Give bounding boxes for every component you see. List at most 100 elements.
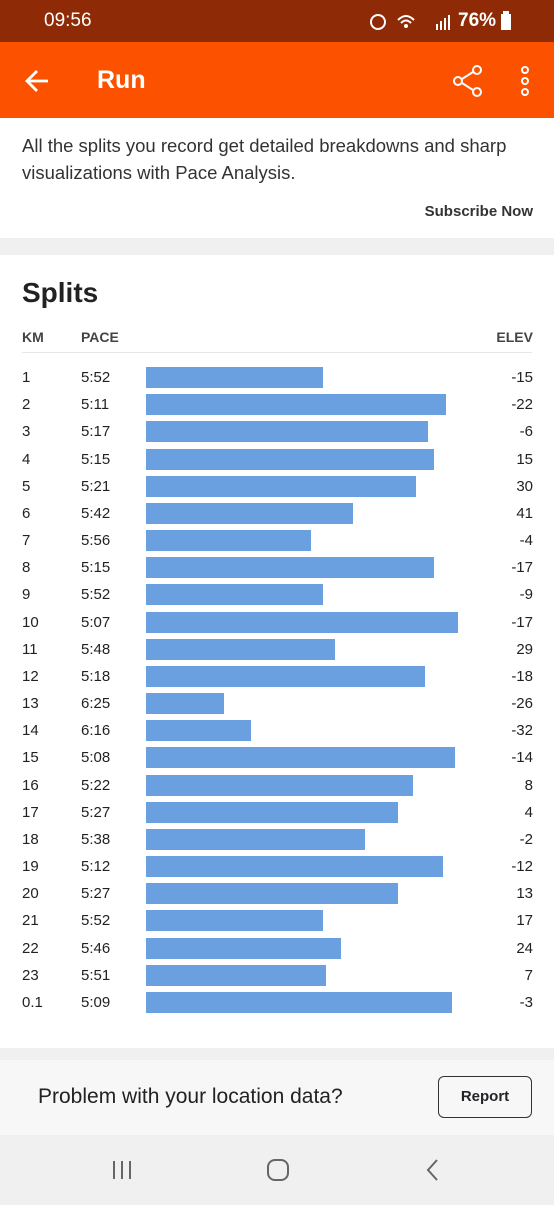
pace-cell: 5:21: [81, 477, 111, 495]
km-cell: 1: [22, 369, 31, 386]
pace-bar: [146, 991, 452, 1013]
app-bar: Run: [0, 42, 554, 118]
pace-bar: [146, 883, 398, 905]
pace-bar: [146, 665, 425, 687]
nav-icons: [113, 1159, 438, 1181]
footer: Problem with your location data? Report: [0, 1060, 554, 1135]
pace-bar: [146, 910, 323, 932]
app-title: Run: [97, 66, 146, 94]
pace-bar: [146, 747, 455, 769]
pace-cell: 5:12: [81, 858, 111, 876]
pace-bar: [146, 801, 398, 823]
km-cell: 19: [22, 858, 39, 876]
status-time: 09:56: [44, 10, 92, 31]
elev-cell: -26: [511, 695, 533, 713]
elev-cell: -18: [511, 667, 533, 685]
pace-cell: 5:48: [81, 640, 111, 658]
subscribe-link[interactable]: Subscribe Now: [424, 203, 533, 220]
elev-cell: -3: [519, 993, 533, 1011]
elev-cell: 29: [516, 640, 533, 658]
elev-cell: 30: [516, 477, 533, 495]
pace-cell: 5:11: [81, 396, 110, 414]
km-cell: 14: [22, 722, 39, 740]
km-cell: 0.1: [22, 993, 43, 1011]
column-header: PACE: [81, 329, 119, 345]
pace-bar: [146, 448, 434, 470]
elev-cell: -12: [511, 858, 533, 876]
km-cell: 4: [22, 450, 31, 468]
pace-cell: 5:52: [81, 912, 111, 930]
km-cell: 5: [22, 477, 31, 495]
pace-cell: 5:56: [81, 532, 111, 550]
pace-bar: [146, 421, 428, 443]
km-cell: 16: [22, 776, 39, 794]
elev-cell: -32: [511, 722, 533, 740]
back-button[interactable]: [24, 68, 50, 94]
pace-bar: [146, 530, 311, 552]
pace-cell: 5:52: [81, 369, 111, 386]
km-cell: 2: [22, 396, 31, 414]
pace-bar: [146, 774, 413, 796]
pace-bar: [146, 394, 446, 416]
home[interactable]: [267, 1159, 289, 1181]
more-button[interactable]: [518, 66, 532, 98]
pace-cell: 6:25: [81, 695, 111, 713]
elev-cell: -6: [519, 423, 533, 441]
column-header: KM: [22, 329, 44, 345]
elev-cell: -17: [511, 559, 533, 577]
pace-bar: [146, 502, 353, 524]
elev-cell: -2: [519, 830, 533, 848]
pace-bar: [146, 856, 443, 878]
km-cell: 11: [22, 640, 38, 658]
status-battery: 76%: [458, 10, 497, 31]
promo-text: All the splits you record get detailed b…: [22, 135, 507, 183]
km-cell: 10: [22, 613, 39, 631]
column-header: ELEV: [496, 329, 533, 345]
pace-bar: [146, 611, 458, 633]
pace-cell: 5:15: [81, 559, 111, 577]
pace-cell: 6:16: [81, 722, 111, 740]
km-cell: 6: [22, 504, 31, 522]
km-cell: 18: [22, 830, 39, 848]
elev-cell: 15: [516, 450, 533, 468]
nav-bar: [0, 1135, 554, 1200]
pace-bar: [146, 584, 323, 606]
km-cell: 8: [22, 559, 31, 577]
elev-cell: 17: [516, 912, 533, 930]
km-cell: 21: [22, 912, 39, 930]
pace-cell: 5:07: [81, 613, 111, 631]
elev-cell: 41: [516, 504, 533, 522]
pace-cell: 5:17: [81, 423, 111, 441]
status-icons: [370, 14, 450, 30]
km-cell: 9: [22, 586, 31, 604]
pace-cell: 5:52: [81, 586, 111, 604]
recent-apps[interactable]: [113, 1161, 131, 1179]
pace-cell: 5:42: [81, 504, 111, 522]
elev-cell: -14: [511, 749, 533, 767]
pace-cell: 5:15: [81, 450, 111, 468]
elev-cell: -15: [511, 369, 533, 386]
footer-text: Problem with your location data?: [38, 1085, 343, 1108]
status-bar: 09:56 76%: [0, 0, 554, 42]
elev-cell: 8: [524, 776, 533, 794]
elev-cell: -9: [519, 586, 533, 604]
pace-bar: [146, 937, 341, 959]
pace-cell: 5:51: [81, 966, 111, 984]
km-cell: 7: [22, 532, 31, 550]
km-cell: 3: [22, 423, 31, 441]
elev-cell: 13: [516, 885, 533, 903]
km-cell: 15: [22, 749, 39, 767]
pace-cell: 5:09: [81, 993, 111, 1011]
pace-cell: 5:08: [81, 749, 111, 767]
elev-cell: 24: [516, 939, 533, 957]
report-button[interactable]: Report: [438, 1076, 532, 1118]
back[interactable]: [426, 1159, 438, 1181]
pace-cell: 5:46: [81, 939, 111, 957]
elev-cell: -4: [519, 532, 533, 550]
pace-bar: [146, 367, 323, 388]
elev-cell: -17: [511, 613, 533, 631]
pace-bar: [146, 828, 365, 850]
km-cell: 12: [22, 667, 39, 685]
pace-bar: [146, 964, 326, 986]
share-button[interactable]: [452, 64, 486, 98]
